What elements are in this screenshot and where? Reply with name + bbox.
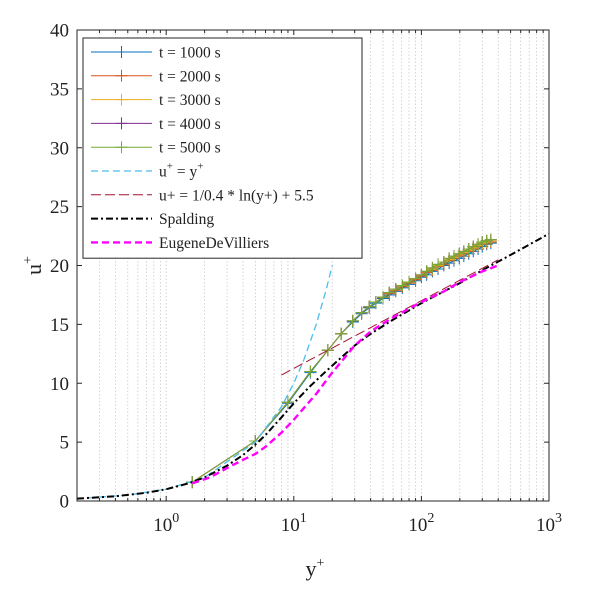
legend-item-3: t = 3000 s [91,92,221,109]
legend-item-6: u+ = y+ [91,161,203,181]
series-5-point [467,240,480,253]
legend-marker [115,141,128,154]
series-5-point [443,252,456,265]
series-5-point [321,344,334,357]
series-5-point [304,365,317,378]
x-tick-label: 102 [408,511,434,536]
series-5-point [369,296,382,309]
series-5-point [403,275,416,288]
y-tick-label: 5 [60,433,70,454]
x-axis-label-sup: + [317,556,325,571]
series-line-6 [77,265,333,500]
series-5-point [457,245,470,258]
legend-label: Spalding [159,211,214,228]
series-5-point [281,396,294,409]
legend-label: t = 3000 s [159,92,221,109]
series-5-point [484,233,497,246]
legend-item-2: t = 2000 s [91,68,221,85]
y-tick-label: 15 [50,315,69,336]
legend-label: t = 4000 s [159,116,221,133]
legend-label: t = 1000 s [159,45,221,62]
series-5-point [335,327,348,340]
series-5-point [432,258,445,271]
legend-marker [115,46,128,58]
y-tick-label: 20 [50,256,69,277]
legend-marker [115,117,128,130]
y-tick-label: 25 [50,197,69,218]
x-axis-label-base: y [306,556,317,581]
series-5-point [447,250,460,263]
series-line-9 [191,264,499,485]
y-tick-label: 35 [50,79,69,100]
legend-item-8: Spalding [91,211,214,228]
series-5-point [376,291,389,304]
legend-label: EugeneDeVilliers [159,235,269,252]
series-5-point [462,243,475,256]
legend-box [82,37,363,259]
series-layer [77,232,549,500]
legend-item-7: u+ = 1/0.4 * ln(y+) + 5.5 [91,187,314,204]
legend-item-9: EugeneDeVilliers [91,235,269,252]
legend-marker [115,93,128,106]
x-tick-label: 100 [153,511,179,536]
y-tick-label: 30 [50,138,69,159]
y-axis-label-sup: + [21,256,36,264]
series-5-point [346,314,359,327]
y-axis-label: u+ [21,256,46,275]
series-5-point [396,279,409,292]
legend-label: u+ = y+ [159,161,203,181]
series-5-point [355,306,368,319]
legend-marker [115,69,128,82]
series-5-point [383,286,396,299]
legend-item-4: t = 4000 s [91,116,221,133]
y-axis-label-base: u [21,264,46,275]
x-tick-label: 103 [536,511,562,536]
y-tick-label: 10 [50,374,69,395]
legend-label: u+ = 1/0.4 * ln(y+) + 5.5 [159,187,314,204]
y-tick-label: 40 [50,21,69,42]
series-5-point [363,300,376,313]
legend-label: t = 2000 s [159,68,221,85]
series-5-point [453,247,466,260]
series-line-7 [281,259,499,376]
y-tick-label: 0 [60,492,70,513]
legend-item-5: t = 5000 s [91,140,221,157]
series-5-point [389,283,402,296]
x-tick-label: 101 [281,511,307,536]
legend: t = 1000 s t = 2000 s t = 3000 s t = 4000 s… [82,37,363,259]
x-axis-label: y+ [306,556,325,581]
legend-label: t = 5000 s [159,140,221,157]
legend-item-1: t = 1000 s [91,45,221,62]
axis-ticks: 0 5 10 15 20 25 30 35 40 100 101 102 103 [50,21,562,537]
